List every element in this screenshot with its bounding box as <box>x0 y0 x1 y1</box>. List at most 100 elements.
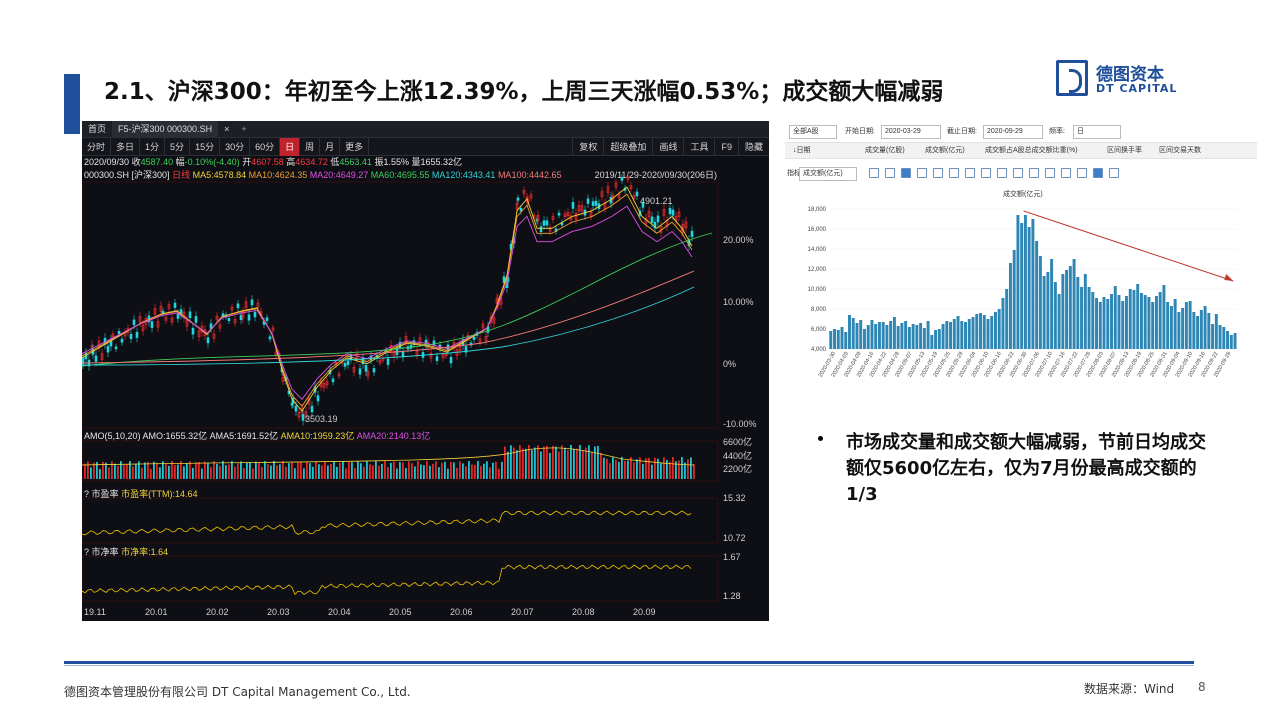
tool-month[interactable]: 月 <box>320 137 341 156</box>
candle-body <box>653 221 657 229</box>
y-tick-label: 16,000 <box>808 227 827 233</box>
amo-bar <box>600 452 602 479</box>
amo-bar <box>654 457 656 479</box>
bar <box>1091 292 1095 349</box>
amo-bar <box>363 466 365 479</box>
tool-tools[interactable]: 工具 <box>683 137 714 156</box>
amo-bar <box>183 466 185 479</box>
amo-bar <box>102 461 104 479</box>
column-chart-icon[interactable] <box>965 168 975 178</box>
tool-hide[interactable]: 隐藏 <box>737 137 769 156</box>
col-date[interactable]: ↓日期 <box>793 147 811 154</box>
metric-select[interactable]: 成交额(亿元) <box>799 167 857 181</box>
tool-more[interactable]: 更多 <box>340 137 370 156</box>
col-turnover[interactable]: 区间换手率 <box>1107 147 1142 154</box>
tool-draw[interactable]: 画线 <box>652 137 683 156</box>
bar <box>907 327 911 349</box>
candle-body <box>563 213 567 218</box>
amo-bar <box>186 463 188 479</box>
table-icon[interactable] <box>1029 168 1039 178</box>
tool-1min[interactable]: 1分 <box>140 137 166 156</box>
bar-chart-icon[interactable] <box>901 168 911 178</box>
ma120-value: MA120:4343.41 <box>431 170 496 180</box>
line-chart-icon[interactable] <box>933 168 943 178</box>
chart-type-icon[interactable] <box>917 168 927 178</box>
tool-week[interactable]: 周 <box>300 137 321 156</box>
amo-bar <box>507 451 509 479</box>
y-tick-label: 10,000 <box>808 287 827 293</box>
tool-60min[interactable]: 60分 <box>250 137 281 156</box>
bar <box>1005 289 1009 349</box>
bar <box>1083 274 1087 349</box>
candle-body <box>650 216 654 223</box>
pe-panel <box>82 497 719 544</box>
list-icon[interactable] <box>1045 168 1055 178</box>
freq-select[interactable]: 日 <box>1073 125 1121 139</box>
candle-body <box>244 301 248 308</box>
col-share[interactable]: 成交额占A股总成交额比重(%) <box>985 147 1078 154</box>
candle-body <box>233 319 237 324</box>
amo-bar <box>165 463 167 479</box>
amo-bar <box>453 462 455 479</box>
amo-bar <box>189 461 191 479</box>
area-chart-icon[interactable] <box>949 168 959 178</box>
filter-icon[interactable] <box>1061 168 1071 178</box>
amo-bar <box>633 462 635 479</box>
tool-intraday[interactable]: 分时 <box>82 137 112 156</box>
close-icon[interactable]: × <box>224 123 230 134</box>
tool-f9[interactable]: F9 <box>714 137 738 156</box>
amo-bar <box>402 462 404 479</box>
amo-bar <box>159 467 161 479</box>
bar <box>885 325 889 349</box>
bar <box>1102 297 1106 349</box>
stacked-chart-icon[interactable] <box>981 168 991 178</box>
end-date-input[interactable]: 2020-09-29 <box>983 125 1043 139</box>
scope-select[interactable]: 全部A股 <box>789 125 837 139</box>
tab-home[interactable]: 首页 <box>88 123 107 134</box>
tab-csi300[interactable]: F5-沪深300 000300.SH <box>112 121 219 138</box>
pb-help-icon[interactable]: ? <box>84 547 90 557</box>
refresh-icon[interactable] <box>869 168 879 178</box>
zoom-icon[interactable] <box>1109 168 1119 178</box>
tool-5min[interactable]: 5分 <box>165 137 191 156</box>
amo-bar <box>300 462 302 479</box>
settings-icon[interactable] <box>885 168 895 178</box>
amo-bar <box>162 461 164 479</box>
bar <box>926 321 930 349</box>
candle-body <box>472 336 476 340</box>
ma100-value: MA100:4442.65 <box>497 170 562 180</box>
candle-body <box>230 306 234 311</box>
amo-bar <box>642 463 644 479</box>
pie-chart-icon[interactable] <box>1013 168 1023 178</box>
candle-body <box>167 304 171 309</box>
tool-multiday[interactable]: 多日 <box>111 137 141 156</box>
paint-icon[interactable] <box>1093 168 1103 178</box>
amo-bar <box>639 457 641 479</box>
scatter-chart-icon[interactable] <box>997 168 1007 178</box>
company-logo: 德图资本 DT CAPITAL <box>1056 60 1196 100</box>
pe-name: 市盈率 <box>91 489 119 499</box>
candle-body <box>449 357 453 364</box>
tool-overlay[interactable]: 超级叠加 <box>603 137 652 156</box>
bar <box>975 314 979 349</box>
start-date-label: 开始日期: <box>845 128 875 135</box>
grid-icon[interactable] <box>1077 168 1087 178</box>
start-date-input[interactable]: 2020-03-29 <box>881 125 941 139</box>
pe-help-icon[interactable]: ? <box>84 489 90 499</box>
col-days[interactable]: 区间交易天数 <box>1159 147 1201 154</box>
tool-adjust[interactable]: 复权 <box>572 137 603 156</box>
bar <box>874 324 878 349</box>
pe-axis-bottom: 10.72 <box>723 533 746 543</box>
add-tab-icon[interactable]: + <box>241 123 247 134</box>
amo-bar <box>414 466 416 479</box>
tool-day[interactable]: 日 <box>280 137 301 156</box>
candle-body <box>366 371 370 377</box>
col-volume[interactable]: 成交量(亿股) <box>865 147 905 154</box>
tool-15min[interactable]: 15分 <box>190 137 221 156</box>
amo-bar <box>681 457 683 479</box>
ama10-value: AMA10:1959.23亿 <box>280 431 355 441</box>
tool-30min[interactable]: 30分 <box>220 137 251 156</box>
col-amount[interactable]: 成交额(亿元) <box>925 147 965 154</box>
bar <box>851 318 855 349</box>
bar <box>1076 277 1080 349</box>
